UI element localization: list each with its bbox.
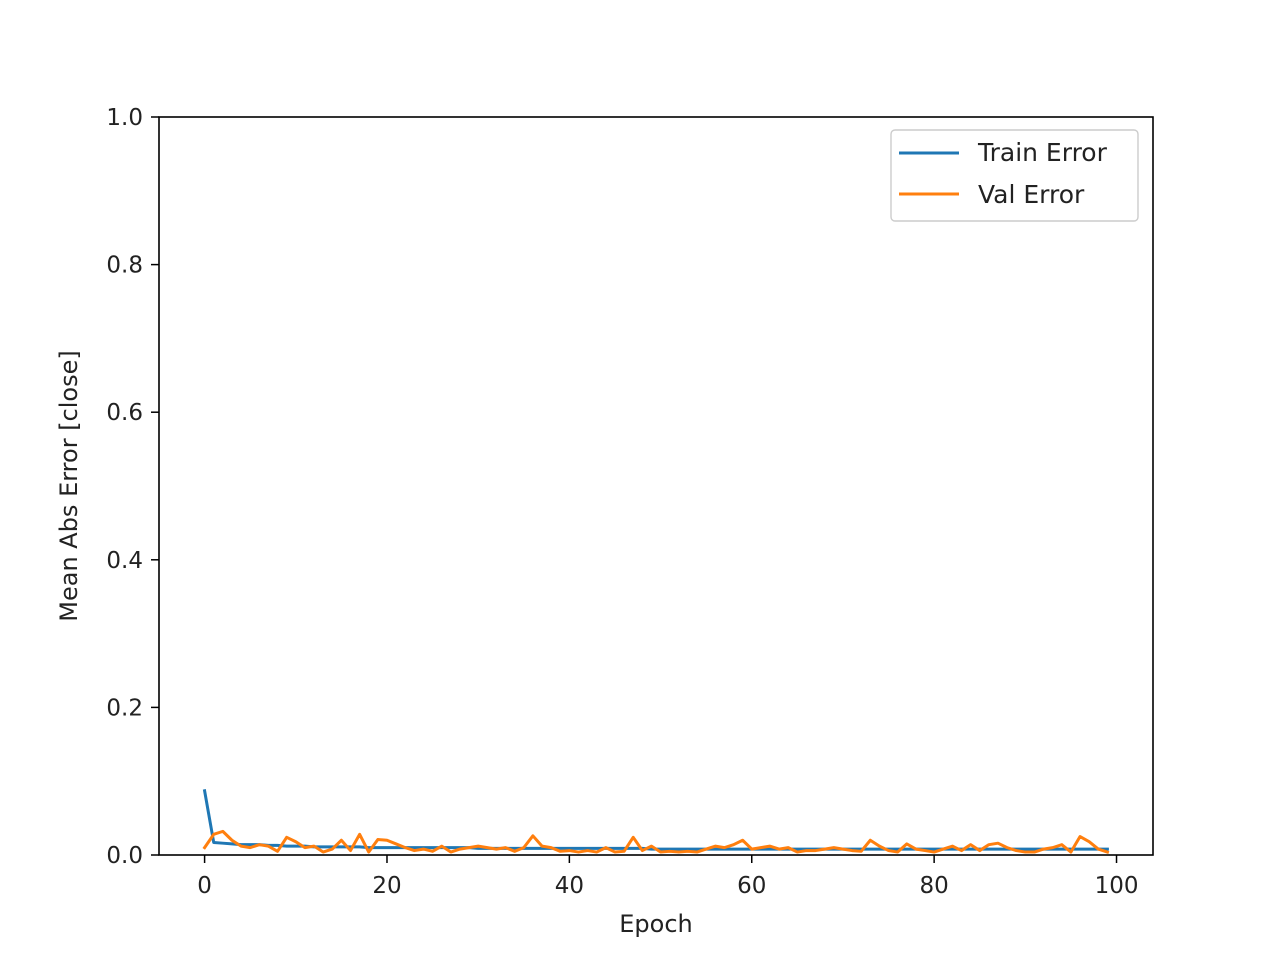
y-axis: 0.0 0.2 0.4 0.6 0.8 1.0 [106, 105, 159, 869]
plot-frame [158, 116, 1154, 856]
x-tick-label: 80 [919, 873, 948, 899]
series-layer [202, 789, 1110, 854]
x-tick-label: 0 [197, 873, 212, 899]
y-tick-label: 1.0 [106, 105, 143, 131]
y-axis-label: Mean Abs Error [close] [55, 350, 83, 621]
x-tick-label: 100 [1095, 873, 1139, 899]
legend-label-train: Train Error [977, 138, 1108, 167]
legend: Train Error Val Error [890, 129, 1139, 222]
x-axis-label: Epoch [619, 910, 693, 938]
y-tick-label: 0.2 [106, 695, 143, 721]
x-tick-label: 20 [372, 873, 401, 899]
series-line-val [202, 829, 1110, 854]
y-tick-label: 0.4 [106, 548, 143, 574]
x-tick-label: 40 [555, 873, 584, 899]
x-axis: 0 20 40 60 80 100 [197, 855, 1138, 899]
y-tick-label: 0.8 [106, 253, 143, 279]
y-tick-label: 0.6 [106, 400, 143, 426]
legend-label-val: Val Error [978, 180, 1085, 209]
y-tick-label: 0.0 [106, 843, 143, 869]
x-tick-label: 60 [737, 873, 766, 899]
